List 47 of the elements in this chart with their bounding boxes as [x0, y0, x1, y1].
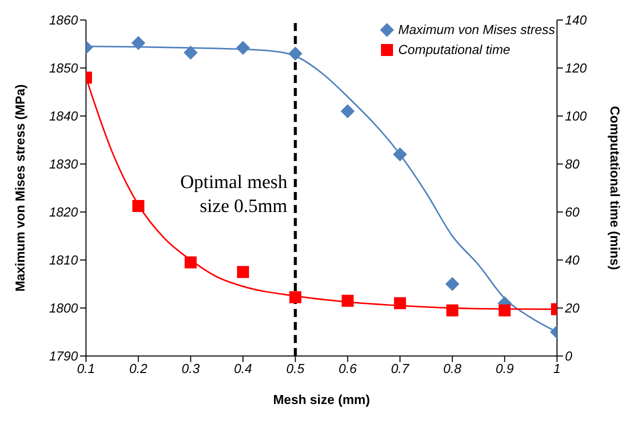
- point: [132, 200, 144, 212]
- y-tick-label: 1860: [49, 12, 79, 28]
- point: [184, 256, 197, 268]
- y2-tick-label: 120: [565, 60, 588, 76]
- y2-tick-label: 40: [565, 252, 580, 268]
- y-tick-label: 1830: [49, 156, 79, 172]
- point: [236, 40, 250, 55]
- y-tick-label: 1790: [49, 348, 79, 364]
- x-tick-label: 0.6: [338, 361, 358, 376]
- x-tick-label: 0.9: [496, 361, 514, 376]
- x-tick-label: 0.5: [286, 361, 306, 376]
- legend-label: Maximum von Mises stress: [398, 21, 555, 39]
- y2-tick-label: 60: [565, 204, 580, 220]
- x-axis-title: Mesh size (mm): [273, 392, 370, 407]
- point: [445, 277, 460, 291]
- y-axis-title: Maximum von Mises stress (MPa): [12, 84, 28, 292]
- x-tick-label: 0.4: [234, 361, 252, 376]
- y2-tick-label: 100: [565, 108, 588, 124]
- x-tick-label: 0.7: [390, 361, 410, 376]
- y-tick-label: 1820: [49, 204, 79, 220]
- point: [131, 36, 146, 50]
- legend-label: Computational time: [398, 41, 510, 59]
- y2-tick-label: 20: [564, 300, 580, 316]
- y-tick-label: 1840: [49, 108, 79, 124]
- point: [498, 304, 511, 316]
- point: [393, 147, 407, 162]
- point: [237, 266, 249, 278]
- point: [184, 46, 198, 60]
- y2-tick-label: 0: [565, 348, 573, 364]
- point: [394, 297, 406, 310]
- y-tick-label: 1810: [49, 252, 79, 268]
- point: [289, 291, 302, 304]
- x-tick-label: 1: [553, 361, 561, 376]
- point: [446, 304, 458, 316]
- y-tick-label: 1800: [49, 300, 79, 316]
- x-tick-label: 0.8: [443, 361, 462, 376]
- y2-axis-title: Computational time (mins): [607, 106, 622, 270]
- y2-tick-label: 140: [565, 12, 588, 28]
- x-tick-label: 0.1: [76, 361, 96, 376]
- y2-tick-label: 80: [565, 156, 580, 172]
- point: [340, 104, 355, 118]
- point: [288, 46, 302, 61]
- point: [342, 294, 354, 307]
- x-tick-label: 0.2: [129, 361, 148, 376]
- ref-line-label: Optimal mesh size 0.5mm: [180, 172, 288, 217]
- y-tick-label: 1850: [49, 60, 79, 76]
- x-tick-label: 0.3: [182, 361, 200, 376]
